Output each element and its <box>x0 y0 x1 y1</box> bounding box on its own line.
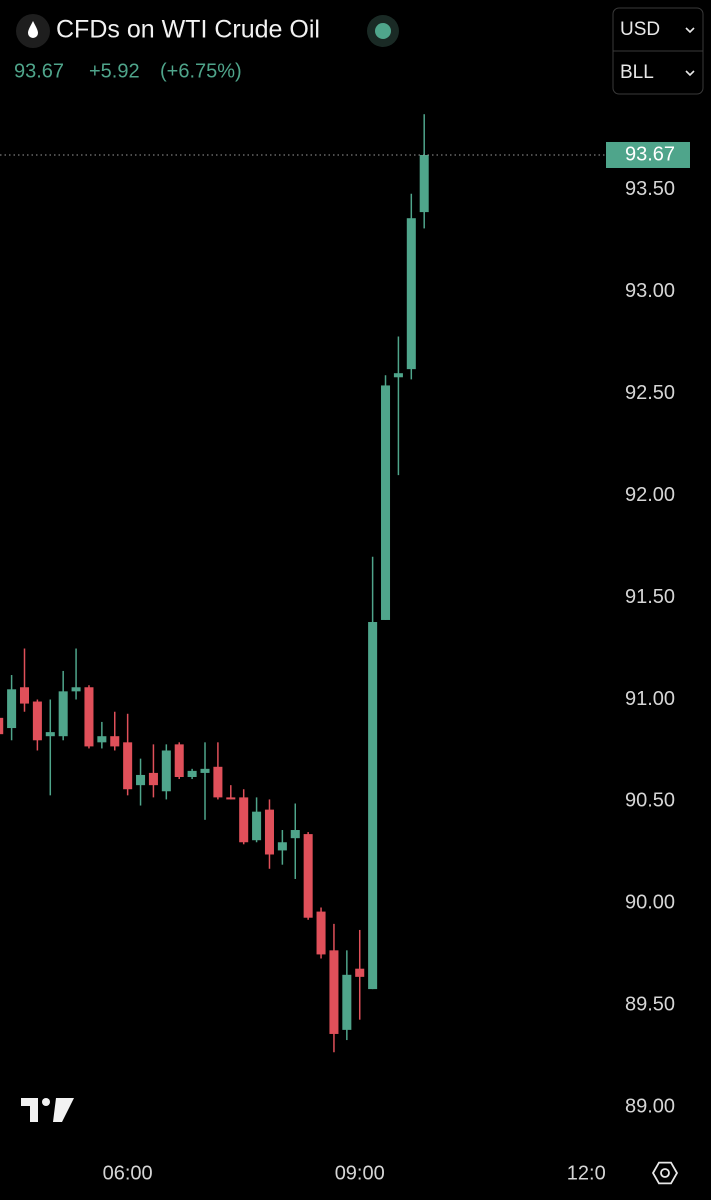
y-tick-label: 92.50 <box>625 382 675 404</box>
candle-body <box>213 766 223 798</box>
x-tick-label: 06:00 <box>103 1162 153 1184</box>
y-tick-label: 91.50 <box>625 586 675 608</box>
candle-body <box>19 687 30 704</box>
candle-body <box>187 770 197 777</box>
oil-drop-icon <box>28 21 38 38</box>
candle-body <box>97 736 107 743</box>
y-tick-label: 89.00 <box>625 1096 675 1118</box>
tradingview-logo[interactable] <box>21 1098 74 1122</box>
chevron <box>685 27 695 34</box>
time-axis: 06:00 09:00 12:00 <box>103 1140 617 1184</box>
candle-body <box>419 154 429 213</box>
candle-body <box>277 842 287 851</box>
candle-body <box>290 830 300 839</box>
chevron <box>685 70 695 77</box>
candle-body <box>252 811 262 841</box>
candle-body <box>110 736 120 747</box>
candle-body <box>7 689 17 729</box>
candle-body <box>342 974 352 1030</box>
candle-body <box>32 701 42 741</box>
currency-select[interactable]: USD <box>620 19 660 40</box>
candle-body <box>368 622 378 990</box>
candle-body <box>71 687 81 692</box>
candle-body <box>303 834 313 918</box>
x-tick-label: 09:00 <box>335 1162 385 1184</box>
y-tick-label: 90.50 <box>625 790 675 812</box>
candle-body <box>406 218 416 370</box>
y-tick-label: 93.50 <box>625 178 675 200</box>
last-price-tag-label: 93.67 <box>625 143 675 165</box>
symbol-title[interactable]: CFDs on WTI Crude Oil <box>56 16 320 44</box>
candle-body <box>381 385 391 620</box>
candle-body <box>123 742 133 790</box>
candle-body <box>264 809 274 855</box>
y-tick-label: 93.00 <box>625 280 675 302</box>
y-tick-label: 90.00 <box>625 892 675 914</box>
candle-body <box>355 968 365 977</box>
market-status-dot <box>375 23 391 39</box>
candle-body <box>174 744 184 777</box>
candle-body <box>239 797 249 843</box>
candle-body <box>393 373 403 378</box>
candle-body <box>58 691 68 737</box>
price-change-percent: (+6.75%) <box>160 60 242 82</box>
candle-body <box>136 774 146 786</box>
candle-body <box>161 750 171 792</box>
y-tick-label: 91.00 <box>625 688 675 710</box>
price-axis: 89.00 89.50 90.00 90.50 91.00 91.50 92.00 92.50… <box>606 141 690 1118</box>
candle-body <box>200 768 210 773</box>
candle-body <box>226 797 236 800</box>
candle-body <box>316 911 326 955</box>
plot-area <box>0 114 606 1053</box>
candle-body <box>0 717 4 735</box>
unit-select[interactable]: BLL <box>620 62 654 83</box>
candle-body <box>148 772 158 786</box>
last-price-tag <box>606 141 690 168</box>
y-tick-label: 89.50 <box>625 994 675 1016</box>
x-tick-label: 12:00 <box>567 1162 617 1184</box>
y-tick-label: 92.00 <box>625 484 675 506</box>
candle-body <box>45 732 55 737</box>
candle-body <box>84 687 94 747</box>
price-change: +5.92 <box>89 60 140 82</box>
last-price: 93.67 <box>14 60 64 82</box>
candle-body <box>329 950 339 1034</box>
settings-button[interactable] <box>651 1161 679 1185</box>
